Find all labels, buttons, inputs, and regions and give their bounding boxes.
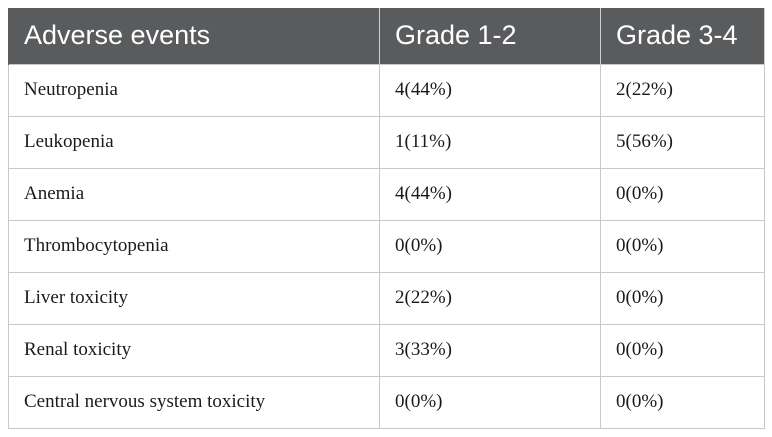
cell-grade-1-2: 4(44%) bbox=[379, 63, 601, 117]
cell-grade-3-4: 0(0%) bbox=[600, 219, 765, 273]
header-row: Adverse events Grade 1-2 Grade 3-4 bbox=[8, 8, 765, 64]
table-body: Neutropenia 4(44%) 2(22%) Leukopenia 1(1… bbox=[8, 63, 765, 429]
cell-event: Thrombocytopenia bbox=[8, 219, 380, 273]
header-grade-3-4: Grade 3-4 bbox=[600, 8, 765, 64]
cell-grade-3-4: 0(0%) bbox=[600, 323, 765, 377]
cell-event: Neutropenia bbox=[8, 63, 380, 117]
cell-grade-3-4: 2(22%) bbox=[600, 63, 765, 117]
header-adverse-events: Adverse events bbox=[8, 8, 380, 64]
cell-grade-3-4: 5(56%) bbox=[600, 115, 765, 169]
cell-grade-1-2: 0(0%) bbox=[379, 219, 601, 273]
table-row: Thrombocytopenia 0(0%) 0(0%) bbox=[8, 219, 765, 273]
cell-event: Leukopenia bbox=[8, 115, 380, 169]
cell-grade-1-2: 0(0%) bbox=[379, 375, 601, 429]
cell-grade-1-2: 4(44%) bbox=[379, 167, 601, 221]
table-row: Central nervous system toxicity 0(0%) 0(… bbox=[8, 375, 765, 429]
cell-event: Liver toxicity bbox=[8, 271, 380, 325]
table-row: Liver toxicity 2(22%) 0(0%) bbox=[8, 271, 765, 325]
table-row: Renal toxicity 3(33%) 0(0%) bbox=[8, 323, 765, 377]
cell-grade-3-4: 0(0%) bbox=[600, 375, 765, 429]
adverse-events-table: Adverse events Grade 1-2 Grade 3-4 Neutr… bbox=[8, 8, 765, 429]
cell-grade-3-4: 0(0%) bbox=[600, 271, 765, 325]
cell-grade-1-2: 3(33%) bbox=[379, 323, 601, 377]
cell-event: Central nervous system toxicity bbox=[8, 375, 380, 429]
table-row: Neutropenia 4(44%) 2(22%) bbox=[8, 63, 765, 117]
cell-event: Anemia bbox=[8, 167, 380, 221]
header-grade-1-2: Grade 1-2 bbox=[379, 8, 601, 64]
cell-event: Renal toxicity bbox=[8, 323, 380, 377]
cell-grade-1-2: 2(22%) bbox=[379, 271, 601, 325]
table-row: Leukopenia 1(11%) 5(56%) bbox=[8, 115, 765, 169]
cell-grade-1-2: 1(11%) bbox=[379, 115, 601, 169]
adverse-events-table-container: Adverse events Grade 1-2 Grade 3-4 Neutr… bbox=[8, 8, 765, 429]
cell-grade-3-4: 0(0%) bbox=[600, 167, 765, 221]
table-row: Anemia 4(44%) 0(0%) bbox=[8, 167, 765, 221]
table-header: Adverse events Grade 1-2 Grade 3-4 bbox=[8, 8, 765, 64]
